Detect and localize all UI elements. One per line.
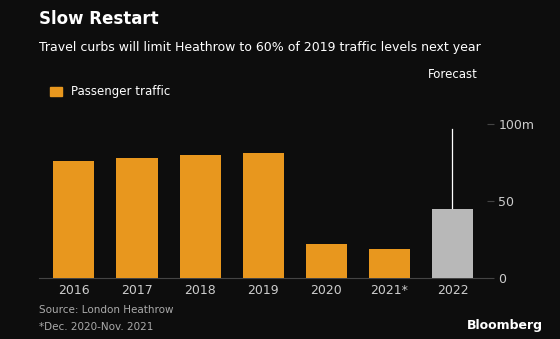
Bar <box>180 155 221 278</box>
Bar <box>306 244 347 278</box>
Legend: Passenger traffic: Passenger traffic <box>45 80 175 103</box>
Text: Bloomberg: Bloomberg <box>467 319 543 332</box>
Text: *Dec. 2020-Nov. 2021: *Dec. 2020-Nov. 2021 <box>39 322 153 332</box>
Text: Forecast: Forecast <box>427 68 478 81</box>
Text: Slow Restart: Slow Restart <box>39 10 159 28</box>
Bar <box>53 161 95 278</box>
Bar <box>369 249 410 278</box>
Text: Travel curbs will limit Heathrow to 60% of 2019 traffic levels next year: Travel curbs will limit Heathrow to 60% … <box>39 41 481 54</box>
Text: Source: London Heathrow: Source: London Heathrow <box>39 305 174 315</box>
Bar <box>432 208 473 278</box>
Bar <box>116 158 157 278</box>
Bar <box>242 153 284 278</box>
